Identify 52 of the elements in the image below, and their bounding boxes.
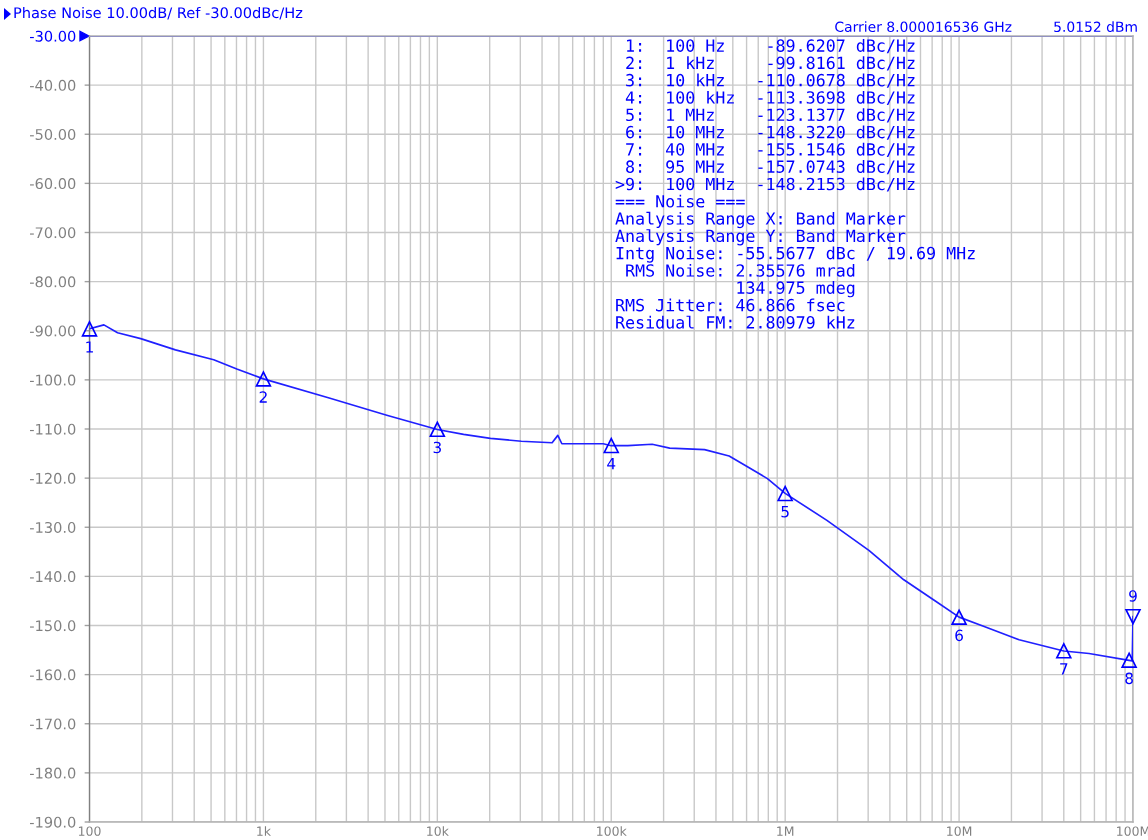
annotation: 5: [781, 506, 789, 518]
annotation: Residual FM: 2.80979 kHz: [616, 315, 855, 329]
annotation: 1: [86, 341, 93, 353]
y-tick-label: -170.0: [30, 718, 76, 730]
y-tick-label: -60.00: [30, 178, 76, 190]
x-tick-label: 1k: [257, 826, 271, 836]
annotation: >9: 100 MHz -148.2153 dBc/Hz: [615, 177, 915, 192]
y-tick-label: -190.0: [30, 816, 76, 828]
chart-title: Phase Noise 10.00dB/ Ref -30.00dBc/Hz: [14, 6, 303, 20]
annotation: 3: 10 kHz -110.0678 dBc/Hz: [626, 73, 915, 88]
y-tick-label: -110.0: [30, 423, 76, 435]
annotation: Intg Noise: -55.5677 dBc / 19.69 MHz: [616, 246, 975, 263]
y-tick-label: -180.0: [30, 767, 76, 779]
y-tick-label: -70.00: [30, 227, 76, 239]
y-tick-label: -80.00: [30, 276, 76, 288]
y-tick-label: -150.0: [30, 620, 76, 632]
y-tick-label: -50.00: [30, 128, 76, 140]
y-tick-label: -30.00: [30, 30, 76, 42]
annotation: 2: [259, 391, 267, 403]
annotation: 134.975 mdeg: [737, 281, 855, 298]
annotation: 8: 95 MHz -157.0743 dBc/Hz: [626, 160, 915, 175]
annotation: 6: [955, 629, 963, 642]
annotation: 7: [1060, 663, 1068, 675]
x-tick-label: 100k: [597, 826, 627, 836]
y-tick-label: -100.0: [30, 374, 76, 386]
y-tick-label: -120.0: [30, 472, 76, 484]
y-tick-label: -140.0: [30, 571, 76, 583]
annotation: === Noise ===: [615, 194, 745, 208]
x-tick-label: 10k: [427, 826, 449, 836]
text: 5.0152 dBm: [1054, 21, 1137, 33]
annotation: 9: [1129, 590, 1137, 602]
y-tick-label: -90.00: [30, 325, 76, 337]
annotation: Analysis Range Y: Band Marker: [615, 229, 906, 246]
annotation: 6: 10 MHz -148.3220 dBc/Hz: [626, 125, 915, 140]
annotation: 8: [1125, 672, 1133, 685]
annotation: 7: 40 MHz -155.1546 dBc/Hz: [626, 142, 915, 157]
x-tick-label: 10M: [947, 826, 972, 836]
annotation: 4: 100 kHz -113.3698 dBc/Hz: [625, 90, 915, 106]
x-tick-label: 1M: [777, 826, 794, 836]
annotation: 2: 1 kHz -99.8161 dBc/Hz: [626, 56, 915, 71]
annotation: 1: 100 Hz -89.6207 dBc/Hz: [627, 38, 915, 54]
x-tick-label: 100: [78, 826, 101, 836]
annotation: RMS Noise: 2.35576 mrad: [626, 263, 855, 277]
y-tick-label: -40.00: [30, 79, 76, 91]
y-tick-label: -160.0: [30, 669, 76, 681]
annotation: 5: 1 MHz -123.1377 dBc/Hz: [626, 108, 915, 123]
y-tick-label: -130.0: [30, 521, 76, 533]
annotation: RMS Jitter: 46.866 fsec: [616, 298, 845, 312]
annotation: 3: [433, 441, 441, 454]
chart-subtitle: Carrier 8.000016536 GHz: [835, 21, 1012, 33]
annotation: 4: [607, 458, 616, 470]
annotation: Analysis Range X: Band Marker: [615, 211, 906, 229]
